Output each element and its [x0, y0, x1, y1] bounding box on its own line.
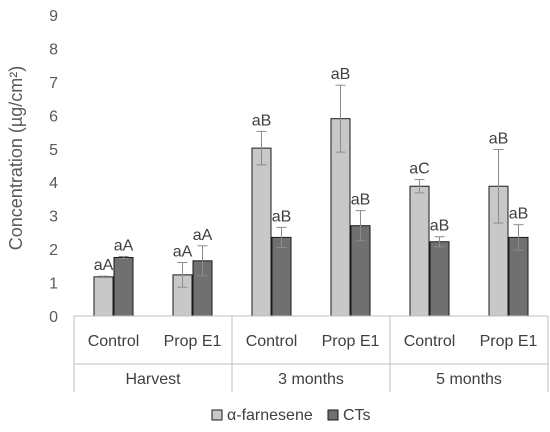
y-tick-label: 5	[49, 142, 58, 159]
y-axis-title-group: Concentration (µg/cm²)	[6, 66, 26, 250]
legend-label: α-farnesene	[227, 407, 313, 424]
y-tick-label: 7	[49, 75, 58, 92]
data-label: aB	[272, 208, 292, 225]
bar	[429, 241, 450, 317]
data-label: aA	[114, 237, 134, 254]
y-tick-label: 3	[49, 209, 58, 226]
bars	[93, 118, 529, 317]
bar	[251, 147, 272, 317]
data-label: aB	[331, 66, 351, 83]
data-label: aB	[252, 112, 272, 129]
category-label: Prop E1	[480, 333, 538, 350]
group-labels: Harvest 3 months 5 months	[125, 371, 501, 388]
y-tick-label: 4	[49, 175, 58, 192]
y-tick-label: 9	[49, 8, 58, 25]
y-tick-labels: 0 1 2 3 4 5 6 7 8 9	[49, 8, 58, 326]
error-bars	[98, 84, 524, 288]
bar	[113, 256, 134, 317]
x-axis-lines	[73, 315, 549, 392]
y-axis-title: Concentration (µg/cm²)	[6, 66, 26, 250]
y-tick-label: 1	[49, 276, 58, 293]
category-label: Control	[404, 333, 456, 350]
bar	[93, 276, 114, 317]
category-label: Prop E1	[164, 333, 222, 350]
group-label: Harvest	[125, 371, 181, 388]
data-label: aC	[409, 161, 429, 178]
data-label: aA	[193, 227, 213, 244]
bar	[271, 236, 292, 317]
category-label: Prop E1	[322, 333, 380, 350]
bar	[409, 185, 430, 317]
data-label: aB	[430, 218, 450, 235]
legend-swatch	[211, 409, 223, 421]
group-label: 5 months	[436, 371, 502, 388]
data-label: aA	[94, 257, 114, 274]
category-label: Control	[88, 333, 140, 350]
y-tick-label: 8	[49, 41, 58, 58]
data-label: aB	[351, 192, 371, 209]
data-label: aB	[489, 130, 509, 147]
data-label: aB	[509, 206, 529, 223]
y-tick-label: 0	[49, 309, 58, 326]
legend-label: CTs	[343, 407, 371, 424]
legend: α-farnesene CTs	[211, 407, 371, 424]
y-tick-label: 6	[49, 108, 58, 125]
group-label: 3 months	[278, 371, 344, 388]
category-label: Control	[246, 333, 298, 350]
legend-swatch	[327, 409, 339, 421]
category-labels: Control Prop E1 Control Prop E1 Control Prop …	[88, 333, 538, 350]
data-label: aA	[173, 243, 193, 260]
y-tick-label: 2	[49, 242, 58, 259]
